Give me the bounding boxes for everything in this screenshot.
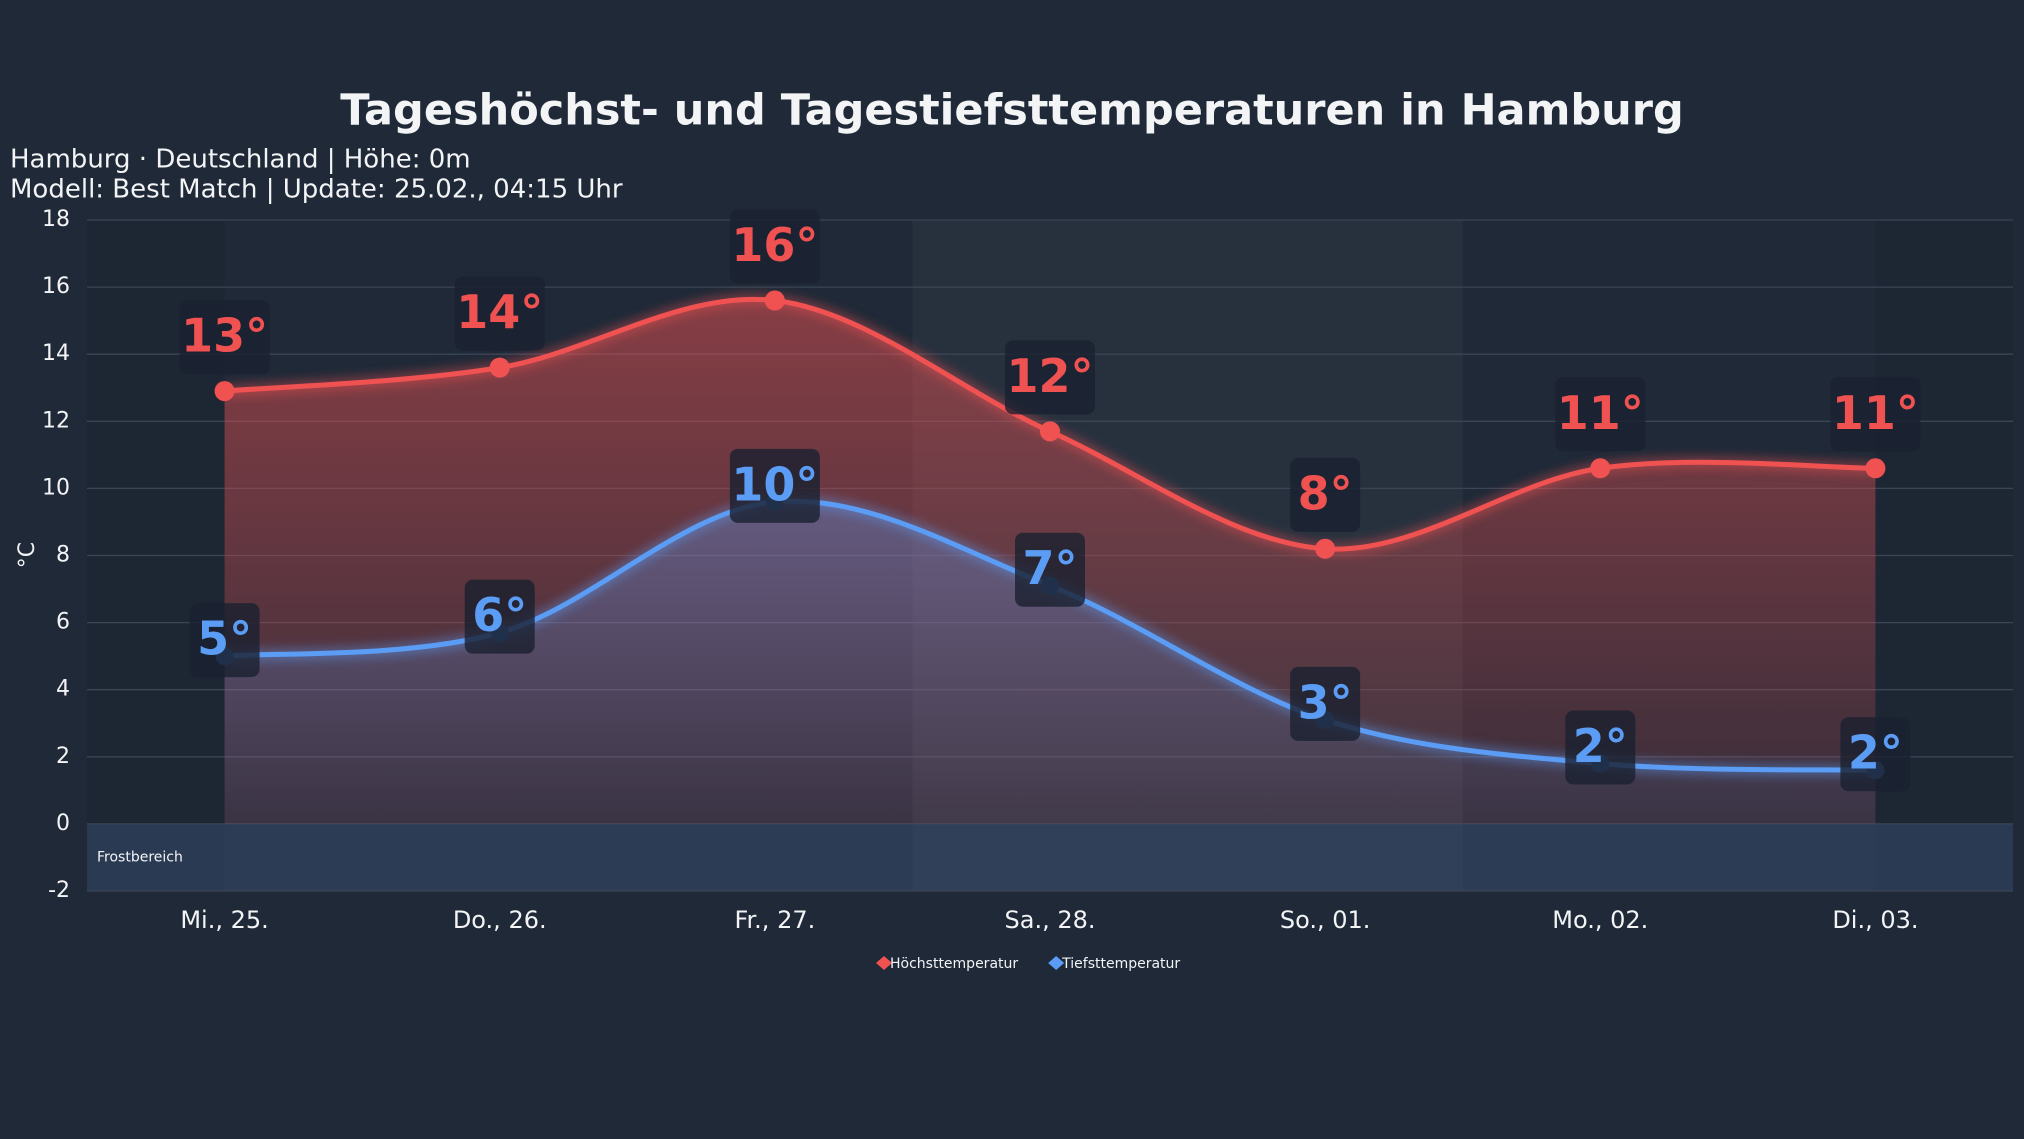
chart-title: Tageshöchst- und Tagestiefsttemperaturen… (340, 86, 1684, 136)
value-label: 13° (181, 309, 268, 363)
y-axis-label: °C (15, 542, 40, 568)
value-label: 2° (1848, 726, 1903, 780)
value-label: 2° (1573, 719, 1628, 773)
value-label: 14° (456, 285, 543, 339)
value-label: 10° (731, 457, 818, 511)
value-label-bg (1005, 340, 1095, 415)
point (1040, 421, 1060, 442)
y-tick-label: 0 (56, 811, 70, 836)
frost-region (87, 823, 2013, 891)
y-tick-label: 14 (42, 341, 70, 366)
point (489, 357, 510, 378)
area (224, 501, 1876, 824)
value-label-bg (1555, 377, 1646, 452)
value-label: 5° (197, 612, 252, 666)
value-label: 3° (1298, 675, 1353, 729)
y-tick-label: 6 (56, 610, 70, 635)
value-label-bg (1830, 377, 1921, 452)
value-label-bg (464, 579, 535, 654)
chart-subtitle: Hamburg · Deutschland | Höhe: 0m (10, 145, 471, 175)
y-tick-label: 4 (56, 677, 70, 702)
y-tick-label: 2 (56, 744, 70, 769)
value-label-bg (189, 603, 260, 678)
value-label-bg (179, 300, 270, 375)
value-label-bg (1290, 666, 1361, 741)
value-label: 8° (1298, 466, 1353, 520)
x-tick-label: Sa., 28. (1005, 906, 1096, 934)
value-label-bg (1840, 717, 1911, 792)
value-label-bg (454, 276, 545, 351)
y-tick-label: 12 (42, 408, 70, 433)
value-label: 11° (1832, 386, 1919, 440)
x-tick-label: Fr., 27. (734, 906, 815, 934)
value-label-bg (1015, 532, 1085, 607)
point (1590, 458, 1611, 479)
y-tick-label: 18 (42, 207, 70, 232)
x-tick-label: Mi., 25. (180, 906, 268, 934)
value-label: 11° (1557, 386, 1644, 440)
x-tick-label: So., 01. (1280, 906, 1371, 934)
legend-marker (1048, 956, 1065, 970)
chart-subtitle: Modell: Best Match | Update: 25.02., 04:… (10, 175, 623, 205)
value-label: 12° (1006, 349, 1093, 403)
value-label-bg (729, 209, 820, 284)
value-label-bg (1290, 457, 1361, 532)
legend-label: Tiefsttemperatur (1061, 956, 1180, 972)
point (764, 290, 785, 311)
y-tick-label: 10 (42, 475, 70, 500)
value-label-bg (729, 448, 820, 523)
legend-marker (876, 956, 892, 970)
value-label: 16° (731, 218, 818, 272)
value-label: 6° (472, 588, 527, 642)
x-tick-label: Mo., 02. (1552, 906, 1648, 934)
point (1315, 538, 1336, 559)
value-label: 7° (1022, 541, 1077, 595)
legend-label: Höchsttemperatur (890, 956, 1018, 972)
point (214, 381, 235, 402)
y-tick-label: -2 (48, 878, 70, 903)
frost-label: Frostbereich (97, 849, 183, 865)
x-tick-label: Do., 26. (453, 906, 547, 934)
x-tick-label: Di., 03. (1832, 906, 1918, 934)
point (1865, 458, 1886, 479)
value-label-bg (1565, 710, 1636, 785)
y-tick-label: 8 (56, 543, 70, 568)
y-tick-label: 16 (42, 274, 70, 299)
